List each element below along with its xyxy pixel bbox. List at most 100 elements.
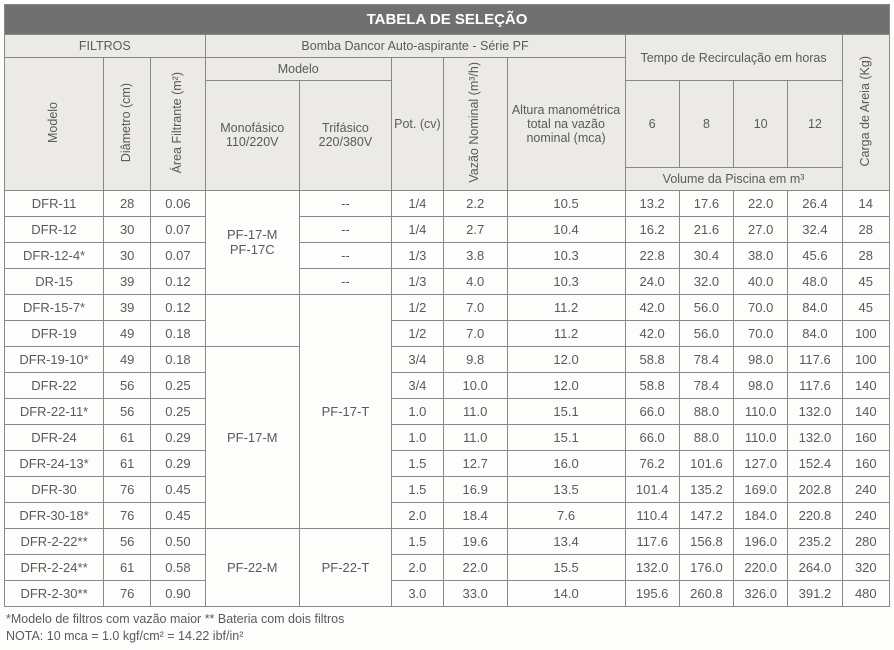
cell-v10: 22.0 bbox=[734, 190, 788, 216]
cell-area: 0.18 bbox=[151, 346, 205, 372]
cell-modelo: DFR-24 bbox=[5, 424, 104, 450]
cell-v12: 48.0 bbox=[788, 268, 842, 294]
cell-v8: 32.0 bbox=[679, 268, 733, 294]
cell-v6: 132.0 bbox=[625, 554, 679, 580]
cell-kg: 140 bbox=[842, 372, 889, 398]
cell-kg: 320 bbox=[842, 554, 889, 580]
cell-modelo: DFR-11 bbox=[5, 190, 104, 216]
cell-v8: 21.6 bbox=[679, 216, 733, 242]
cell-area: 0.07 bbox=[151, 242, 205, 268]
cell-diametro: 49 bbox=[104, 346, 151, 372]
cell-area: 0.25 bbox=[151, 398, 205, 424]
cell-kg: 480 bbox=[842, 580, 889, 606]
cell-diametro: 56 bbox=[104, 372, 151, 398]
cell-v12: 132.0 bbox=[788, 424, 842, 450]
cell-v12: 45.6 bbox=[788, 242, 842, 268]
cell-kg: 240 bbox=[842, 502, 889, 528]
cell-kg: 100 bbox=[842, 346, 889, 372]
cell-area: 0.29 bbox=[151, 450, 205, 476]
cell-vz: 16.9 bbox=[443, 476, 507, 502]
hdr-h12: 12 bbox=[788, 81, 842, 168]
cell-v8: 260.8 bbox=[679, 580, 733, 606]
cell-tri: PF-22-T bbox=[299, 528, 391, 606]
table-row: DFR-15-7*390.12PF-17-T1/27.011.242.056.0… bbox=[5, 294, 890, 320]
cell-kg: 100 bbox=[842, 320, 889, 346]
cell-diametro: 61 bbox=[104, 450, 151, 476]
cell-modelo: DFR-12-4* bbox=[5, 242, 104, 268]
cell-v10: 326.0 bbox=[734, 580, 788, 606]
table-row: DFR-2-22**560.50PF-22-MPF-22-T1.519.613.… bbox=[5, 528, 890, 554]
cell-v6: 117.6 bbox=[625, 528, 679, 554]
cell-v10: 98.0 bbox=[734, 346, 788, 372]
cell-diametro: 39 bbox=[104, 294, 151, 320]
cell-alt: 13.4 bbox=[507, 528, 625, 554]
cell-kg: 45 bbox=[842, 294, 889, 320]
cell-kg: 280 bbox=[842, 528, 889, 554]
cell-pot: 3.0 bbox=[391, 580, 443, 606]
hdr-trifasico: Trifásico 220/380V bbox=[299, 81, 391, 191]
cell-v10: 184.0 bbox=[734, 502, 788, 528]
cell-kg: 14 bbox=[842, 190, 889, 216]
hdr-modelo-filtro: Modelo bbox=[5, 58, 104, 191]
cell-area: 0.18 bbox=[151, 320, 205, 346]
cell-v6: 101.4 bbox=[625, 476, 679, 502]
cell-v6: 76.2 bbox=[625, 450, 679, 476]
cell-vz: 7.0 bbox=[443, 320, 507, 346]
cell-area: 0.50 bbox=[151, 528, 205, 554]
cell-diametro: 30 bbox=[104, 242, 151, 268]
cell-diametro: 39 bbox=[104, 268, 151, 294]
cell-kg: 160 bbox=[842, 424, 889, 450]
cell-tri: PF-17-T bbox=[299, 294, 391, 528]
cell-area: 0.25 bbox=[151, 372, 205, 398]
cell-modelo: DFR-22 bbox=[5, 372, 104, 398]
cell-kg: 28 bbox=[842, 216, 889, 242]
cell-v12: 84.0 bbox=[788, 294, 842, 320]
cell-modelo: DFR-19-10* bbox=[5, 346, 104, 372]
hdr-volume: Volume da Piscina em m³ bbox=[625, 167, 842, 190]
cell-alt: 14.0 bbox=[507, 580, 625, 606]
table-row: DFR-11280.06PF-17-MPF-17C--1/42.210.513.… bbox=[5, 190, 890, 216]
cell-area: 0.45 bbox=[151, 502, 205, 528]
cell-modelo: DFR-2-30** bbox=[5, 580, 104, 606]
cell-tri: -- bbox=[299, 268, 391, 294]
table-row: DFR-12300.07--1/42.710.416.221.627.032.4… bbox=[5, 216, 890, 242]
cell-v8: 101.6 bbox=[679, 450, 733, 476]
cell-v12: 117.6 bbox=[788, 346, 842, 372]
cell-diametro: 76 bbox=[104, 476, 151, 502]
cell-v10: 169.0 bbox=[734, 476, 788, 502]
cell-v8: 78.4 bbox=[679, 372, 733, 398]
cell-modelo: DFR-2-22** bbox=[5, 528, 104, 554]
cell-pot: 1.0 bbox=[391, 398, 443, 424]
hdr-h10: 10 bbox=[734, 81, 788, 168]
table-row: DFR-30-18*760.452.018.47.6110.4147.2184.… bbox=[5, 502, 890, 528]
cell-vz: 33.0 bbox=[443, 580, 507, 606]
cell-v8: 156.8 bbox=[679, 528, 733, 554]
hdr-h8: 8 bbox=[679, 81, 733, 168]
cell-v6: 195.6 bbox=[625, 580, 679, 606]
cell-pot: 1.5 bbox=[391, 450, 443, 476]
cell-v8: 30.4 bbox=[679, 242, 733, 268]
cell-alt: 11.2 bbox=[507, 294, 625, 320]
cell-v12: 152.4 bbox=[788, 450, 842, 476]
cell-pot: 1/2 bbox=[391, 294, 443, 320]
cell-kg: 240 bbox=[842, 476, 889, 502]
cell-kg: 140 bbox=[842, 398, 889, 424]
cell-mono: PF-17-MPF-17C bbox=[205, 190, 299, 294]
cell-area: 0.58 bbox=[151, 554, 205, 580]
cell-v10: 38.0 bbox=[734, 242, 788, 268]
hdr-vazao: Vazão Nominal (m³/h) bbox=[443, 58, 507, 191]
table-row: DFR-2-24**610.582.022.015.5132.0176.0220… bbox=[5, 554, 890, 580]
selection-table: TABELA DE SELEÇÃO FILTROS Bomba Dancor A… bbox=[4, 4, 890, 607]
hdr-carga: Carga de Areia (Kg) bbox=[842, 35, 889, 191]
cell-area: 0.12 bbox=[151, 268, 205, 294]
cell-pot: 2.0 bbox=[391, 502, 443, 528]
cell-pot: 1/4 bbox=[391, 216, 443, 242]
cell-alt: 10.3 bbox=[507, 268, 625, 294]
table-row: DFR-2-30**760.903.033.014.0195.6260.8326… bbox=[5, 580, 890, 606]
cell-vz: 9.8 bbox=[443, 346, 507, 372]
cell-alt: 12.0 bbox=[507, 372, 625, 398]
cell-diametro: 61 bbox=[104, 554, 151, 580]
cell-alt: 10.4 bbox=[507, 216, 625, 242]
cell-alt: 11.2 bbox=[507, 320, 625, 346]
table-row: DFR-30760.451.516.913.5101.4135.2169.020… bbox=[5, 476, 890, 502]
